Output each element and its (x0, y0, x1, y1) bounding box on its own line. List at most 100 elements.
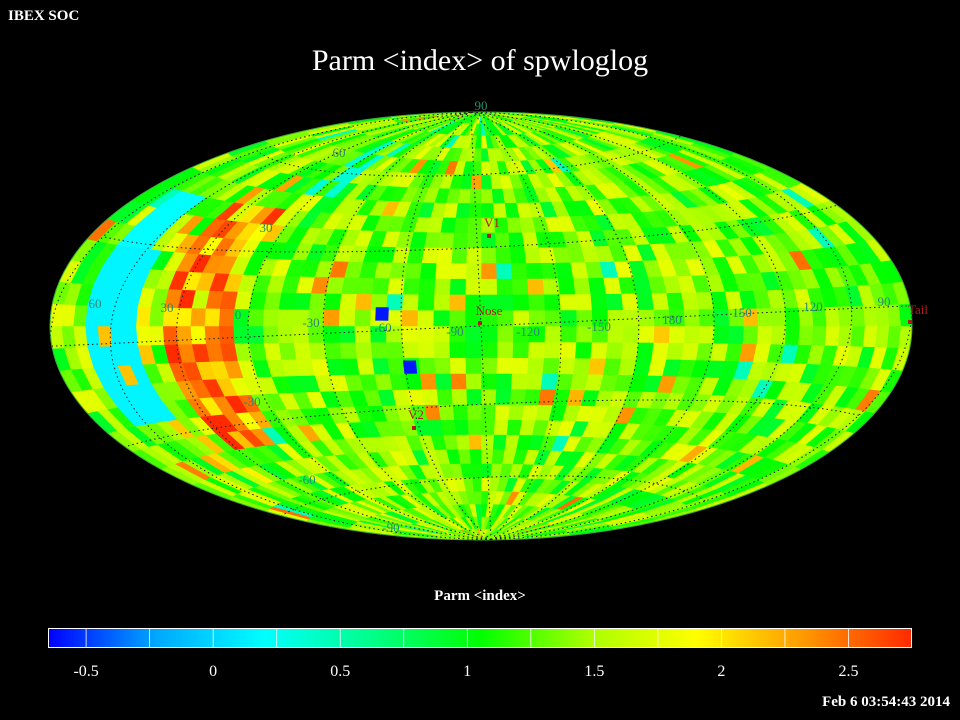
marker-v1-label: V1 (484, 215, 500, 230)
marker-nose-dot (478, 321, 482, 325)
map-pixel (525, 262, 543, 279)
graticule-label: 60 (89, 296, 102, 311)
map-pixel (435, 388, 453, 405)
map-pixel (218, 325, 235, 344)
map-pixel (587, 277, 606, 295)
graticule-parallel (102, 201, 849, 253)
map-pixel (770, 307, 787, 327)
map-pixel (665, 342, 684, 360)
map-pixel (480, 419, 495, 435)
map-pixel (480, 188, 494, 204)
map-pixel (784, 325, 800, 345)
map-pixel (323, 292, 342, 311)
map-pixel (557, 277, 576, 295)
map-pixel (417, 357, 436, 374)
map-pixel (465, 262, 482, 280)
map-pixel (824, 306, 840, 327)
map-pixel (354, 341, 373, 359)
map-pixel (277, 308, 294, 327)
map-pixel (602, 276, 622, 295)
map-pixel (480, 325, 498, 343)
map-pixel (496, 357, 513, 374)
map-pixel (559, 309, 577, 327)
map-pixel (465, 372, 482, 390)
map-pixel (837, 305, 853, 327)
map-pixel (620, 292, 639, 311)
map-pixel (622, 309, 640, 327)
map-pixel (448, 293, 466, 311)
map-pixel (554, 261, 574, 279)
graticule-label: -90 (446, 324, 463, 339)
map-pixel (203, 307, 221, 327)
map-pixel (874, 325, 890, 348)
map-pixel (784, 307, 800, 327)
map-pixel (797, 325, 814, 346)
map-pixel (175, 307, 192, 327)
map-pixel (278, 292, 297, 310)
map-pixel (541, 357, 560, 375)
map-pixel (262, 308, 279, 327)
map-title: Parm <index> of spwloglog (311, 44, 649, 77)
map-pixel (495, 373, 513, 390)
map-pixel (543, 341, 561, 359)
map-pixel (512, 293, 529, 311)
map-pixel (247, 308, 264, 327)
map-pixel (569, 373, 589, 391)
map-pixel (526, 357, 545, 374)
map-pixel (741, 325, 759, 345)
map-pixel (862, 325, 878, 348)
map-pixel (416, 309, 434, 327)
map-pixel (401, 341, 419, 359)
map-pixel (437, 231, 455, 248)
map-pixel (770, 325, 787, 345)
map-pixel (189, 325, 206, 345)
map-pixel (433, 293, 450, 311)
timestamp: Feb 6 03:54:43 2014 (822, 694, 950, 710)
map-pixel (375, 307, 389, 321)
graticule-label: 60 (333, 145, 346, 160)
map-pixel (480, 434, 495, 450)
map-pixel (540, 373, 558, 390)
map-pixel (491, 188, 505, 204)
map-pixel (544, 325, 561, 343)
map-pixel (293, 292, 312, 310)
map-pixel (464, 341, 482, 358)
map-pixel (589, 341, 608, 359)
map-pixel (401, 293, 419, 311)
graticule-label: 90 (475, 98, 488, 113)
map-pixel (574, 293, 592, 311)
map-pixel (569, 261, 589, 279)
map-pixel (50, 325, 65, 349)
map-pixel (371, 357, 390, 375)
marker-tail-label: Tail (908, 302, 928, 317)
map-pixel (511, 357, 529, 374)
map-pixel (401, 309, 418, 327)
map-pixel (404, 262, 422, 279)
map-pixel (109, 305, 125, 327)
map-pixel (386, 357, 405, 375)
map-pixel (480, 174, 492, 189)
map-pixel (278, 342, 297, 360)
map-pixel (468, 188, 482, 204)
map-pixel (507, 231, 525, 248)
map-pixel (554, 373, 574, 391)
map-pixel (527, 293, 545, 311)
map-pixel (356, 357, 375, 375)
map-pixel (698, 325, 715, 344)
map-pixel (247, 325, 264, 344)
map-pixel (465, 247, 482, 264)
graticule-parallel (274, 475, 706, 522)
map-pixel (433, 341, 450, 359)
graticule-parallel (50, 305, 912, 347)
map-pixel (756, 325, 773, 345)
map-pixel (506, 419, 523, 436)
colorbar (48, 628, 912, 648)
map-pixel (308, 342, 327, 360)
map-pixel (637, 325, 655, 343)
map-pixel (419, 262, 437, 279)
map-pixel (480, 341, 498, 358)
map-pixel (356, 277, 375, 295)
map-pixel (448, 341, 466, 359)
map-pixel (849, 325, 865, 347)
